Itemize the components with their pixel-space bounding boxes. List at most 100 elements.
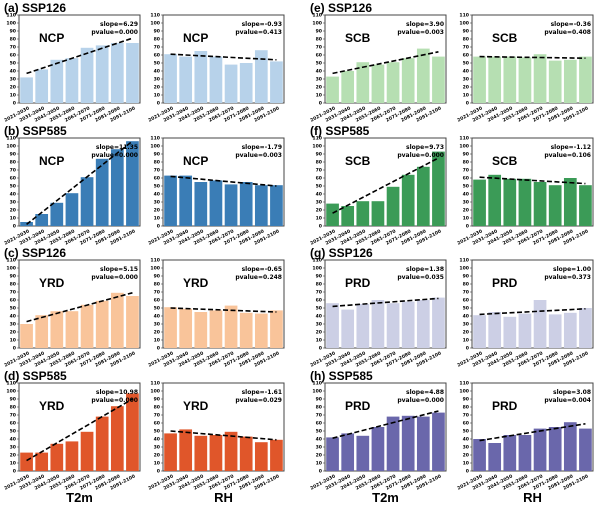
column-label-rh: RH xyxy=(214,490,233,505)
y-tick-label: 30 xyxy=(10,322,16,328)
bar-2051-2060 xyxy=(518,57,532,103)
bar-2071-2080 xyxy=(548,427,562,471)
y-tick-label: 0 xyxy=(319,101,322,107)
y-tick-label: 90 xyxy=(463,274,469,280)
y-tick-label: 40 xyxy=(463,69,469,75)
bar-2031-2040 xyxy=(341,71,355,103)
y-tick-label: 70 xyxy=(154,45,160,51)
y-tick-label: 10 xyxy=(316,338,322,344)
column-label-rh: RH xyxy=(523,490,542,505)
y-tick-label: 100 xyxy=(6,21,16,27)
bar-2091-2100 xyxy=(270,185,283,226)
bar-2081-2090 xyxy=(563,59,577,103)
region-label: SCB xyxy=(492,31,518,45)
y-tick-label: 40 xyxy=(463,192,469,198)
slope-label: slope=-0.93 xyxy=(242,21,282,28)
bar-2041-2050 xyxy=(50,443,64,471)
bar-2061-2070 xyxy=(80,177,94,226)
bar-2061-2070 xyxy=(80,431,94,471)
bar-2061-2070 xyxy=(533,300,547,348)
bar-2041-2050 xyxy=(50,59,64,103)
bar-2021-2030 xyxy=(20,452,33,471)
y-tick-label: 10 xyxy=(463,93,469,99)
y-tick-label: 70 xyxy=(316,413,322,419)
bar-2081-2090 xyxy=(254,185,268,226)
trend-line xyxy=(479,55,586,59)
y-tick-label: 70 xyxy=(154,168,160,174)
y-tick-label: 70 xyxy=(316,45,322,51)
y-tick-label: 80 xyxy=(10,37,16,43)
y-tick-label: 40 xyxy=(10,314,16,320)
bar-2081-2090 xyxy=(416,166,430,226)
y-tick-label: 0 xyxy=(319,469,322,475)
y-tick-label: 90 xyxy=(10,29,16,35)
y-tick-label: 110 xyxy=(150,136,160,142)
bar-2051-2060 xyxy=(518,313,532,348)
panel-f: 01020304050607080901001102021-20302031-2… xyxy=(309,124,447,247)
region-label: PRD xyxy=(492,276,518,290)
panel-h2: 01020304050607080901001102021-20302031-2… xyxy=(456,381,594,492)
region-label: YRD xyxy=(183,276,209,290)
trend-line xyxy=(332,51,439,75)
y-tick-label: 50 xyxy=(463,61,469,67)
panel-title: (g) SSP126 xyxy=(310,246,373,260)
y-tick-label: 20 xyxy=(316,85,322,91)
y-tick-label: 60 xyxy=(316,176,322,182)
y-tick-label: 30 xyxy=(463,445,469,451)
bar-2091-2100 xyxy=(579,56,592,103)
trend-line xyxy=(332,410,439,439)
y-tick-label: 70 xyxy=(10,290,16,296)
bar-2031-2040 xyxy=(488,174,502,226)
bar-2051-2060 xyxy=(209,180,223,226)
trend-line xyxy=(170,430,277,441)
y-tick-label: 90 xyxy=(10,274,16,280)
region-label: PRD xyxy=(345,276,371,290)
bar-2071-2080 xyxy=(401,174,415,226)
y-tick-label: 90 xyxy=(463,29,469,35)
y-tick-label: 50 xyxy=(10,61,16,67)
bar-2061-2070 xyxy=(224,64,238,103)
slope-label: slope=4.88 xyxy=(406,389,444,396)
panel-title: (b) SSP585 xyxy=(4,124,67,138)
pvalue-label: pvalue=0.029 xyxy=(235,397,282,404)
y-tick-label: 80 xyxy=(10,405,16,411)
panel-e2: 01020304050607080901001102021-20302031-2… xyxy=(456,13,594,124)
y-tick-label: 90 xyxy=(316,29,322,35)
y-tick-label: 0 xyxy=(157,469,160,475)
y-tick-label: 50 xyxy=(10,184,16,190)
y-tick-label: 20 xyxy=(316,453,322,459)
bar-2021-2030 xyxy=(326,303,339,348)
bar-2041-2050 xyxy=(194,312,208,348)
y-tick-label: 60 xyxy=(463,421,469,427)
y-tick-label: 10 xyxy=(316,93,322,99)
bar-2051-2060 xyxy=(371,64,385,103)
y-tick-label: 60 xyxy=(316,298,322,304)
bar-2071-2080 xyxy=(548,314,562,348)
bar-2061-2070 xyxy=(80,47,94,103)
bar-2091-2100 xyxy=(126,393,139,471)
y-tick-label: 10 xyxy=(10,338,16,344)
bar-2061-2070 xyxy=(224,184,238,226)
bar-2071-2080 xyxy=(95,158,109,226)
bar-2081-2090 xyxy=(110,406,124,471)
y-tick-label: 20 xyxy=(10,330,16,336)
bar-2041-2050 xyxy=(503,316,517,348)
bar-2031-2040 xyxy=(341,206,355,226)
y-tick-label: 30 xyxy=(154,322,160,328)
panel-a2: 01020304050607080901001102021-20302031-2… xyxy=(147,13,285,124)
bar-2041-2050 xyxy=(194,182,208,226)
bar-2031-2040 xyxy=(35,69,49,103)
y-tick-label: 90 xyxy=(316,397,322,403)
bar-2031-2040 xyxy=(488,443,502,471)
region-label: YRD xyxy=(183,399,209,413)
region-label: SCB xyxy=(345,31,371,45)
y-tick-label: 30 xyxy=(10,77,16,83)
bar-2041-2050 xyxy=(356,201,370,226)
y-tick-label: 100 xyxy=(459,144,469,150)
y-tick-label: 50 xyxy=(316,61,322,67)
y-tick-label: 60 xyxy=(154,421,160,427)
y-tick-label: 80 xyxy=(10,282,16,288)
slope-label: slope=9.73 xyxy=(406,144,444,151)
bar-2021-2030 xyxy=(20,324,33,348)
y-tick-label: 10 xyxy=(10,461,16,467)
